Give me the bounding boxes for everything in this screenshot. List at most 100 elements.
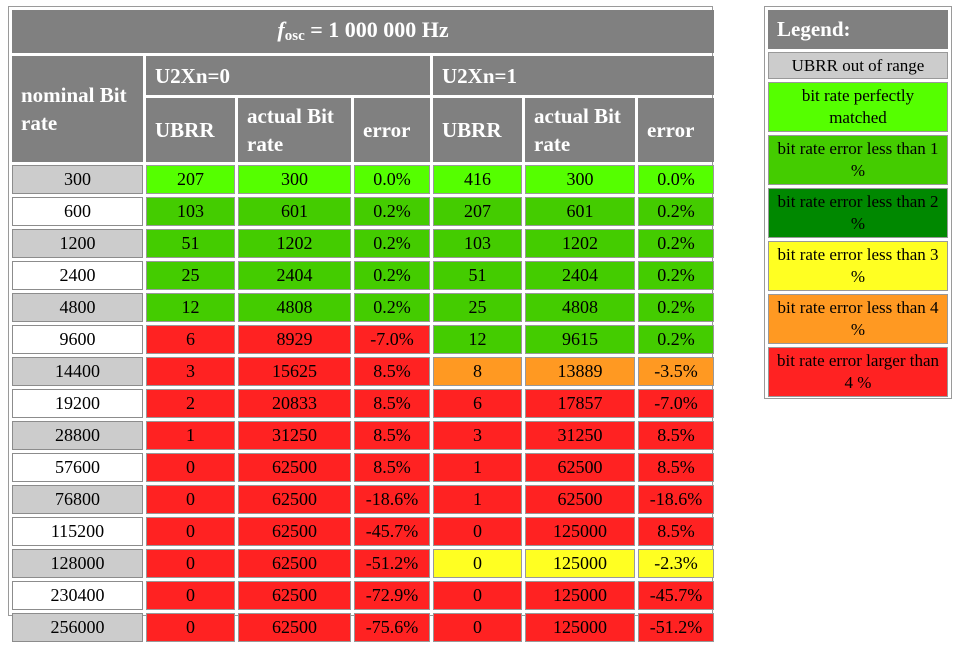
cell-ubrr-u2xn0: 51 [146,229,235,258]
cell-ubrr-u2xn0: 207 [146,165,235,194]
cell-actual-u2xn1: 1202 [525,229,635,258]
cell-ubrr-u2xn0: 103 [146,197,235,226]
cell-error-u2xn0: -75.6% [354,613,430,642]
header-ubrr-1: UBRR [433,98,522,162]
legend-item: UBRR out of range [768,52,948,79]
legend-item: bit rate error less than 3 % [768,241,948,291]
header-error-1: error [638,98,715,162]
cell-actual-u2xn1: 601 [525,197,635,226]
cell-ubrr-u2xn1: 0 [433,517,522,546]
cell-nominal: 128000 [12,549,143,578]
cell-actual-u2xn1: 125000 [525,549,635,578]
cell-ubrr-u2xn1: 1 [433,485,522,514]
cell-error-u2xn0: 8.5% [354,389,430,418]
header-nominal-bit-rate: nominal Bit rate [12,56,143,162]
cell-nominal: 57600 [12,453,143,482]
baud-rate-table-panel: fosc = 1 000 000 Hz nominal Bit rate U2X… [8,6,715,642]
cell-error-u2xn0: 0.0% [354,165,430,194]
cell-nominal: 2400 [12,261,143,290]
cell-actual-u2xn1: 300 [525,165,635,194]
cell-error-u2xn1: 0.2% [638,229,715,258]
header-group-u2xn-0: U2Xn=0 [146,56,430,95]
cell-ubrr-u2xn0: 0 [146,517,235,546]
cell-nominal: 9600 [12,325,143,354]
cell-error-u2xn1: 0.2% [638,325,715,354]
cell-ubrr-u2xn1: 416 [433,165,522,194]
cell-ubrr-u2xn0: 6 [146,325,235,354]
table-body: 300 207 300 0.0% 416 300 0.0% 600 103 601 0.2% 207 6… [12,165,715,642]
cell-actual-u2xn0: 2404 [238,261,351,290]
cell-error-u2xn1: 0.2% [638,197,715,226]
cell-ubrr-u2xn1: 207 [433,197,522,226]
legend-list: UBRR out of range bit rate perfectly matc… [768,52,948,397]
cell-error-u2xn0: -72.9% [354,581,430,610]
cell-ubrr-u2xn1: 3 [433,421,522,450]
cell-nominal: 256000 [12,613,143,642]
table-row: 2400 25 2404 0.2% 51 2404 0.2% [12,261,715,290]
cell-error-u2xn1: -45.7% [638,581,715,610]
cell-error-u2xn1: 8.5% [638,453,715,482]
table-row: 1200 51 1202 0.2% 103 1202 0.2% [12,229,715,258]
cell-error-u2xn1: 0.2% [638,293,715,322]
legend-item: bit rate error larger than 4 % [768,347,948,397]
cell-actual-u2xn0: 8929 [238,325,351,354]
cell-actual-u2xn0: 62500 [238,453,351,482]
cell-error-u2xn1: 8.5% [638,421,715,450]
cell-actual-u2xn0: 1202 [238,229,351,258]
table-row: 128000 0 62500 -51.2% 0 125000 -2.3% [12,549,715,578]
cell-actual-u2xn1: 4808 [525,293,635,322]
cell-ubrr-u2xn1: 0 [433,581,522,610]
table-row: 28800 1 31250 8.5% 3 31250 8.5% [12,421,715,450]
cell-nominal: 600 [12,197,143,226]
table-row: 4800 12 4808 0.2% 25 4808 0.2% [12,293,715,322]
cell-actual-u2xn0: 20833 [238,389,351,418]
cell-actual-u2xn0: 300 [238,165,351,194]
cell-nominal: 1200 [12,229,143,258]
cell-nominal: 230400 [12,581,143,610]
cell-actual-u2xn0: 4808 [238,293,351,322]
cell-actual-u2xn1: 125000 [525,613,635,642]
cell-error-u2xn1: 0.2% [638,261,715,290]
cell-ubrr-u2xn0: 0 [146,549,235,578]
header-group-u2xn-1: U2Xn=1 [433,56,715,95]
cell-actual-u2xn0: 62500 [238,549,351,578]
cell-error-u2xn0: -18.6% [354,485,430,514]
cell-actual-u2xn1: 9615 [525,325,635,354]
cell-error-u2xn1: -2.3% [638,549,715,578]
cell-ubrr-u2xn0: 0 [146,613,235,642]
cell-ubrr-u2xn1: 0 [433,549,522,578]
legend-item: bit rate error less than 2 % [768,188,948,238]
cell-error-u2xn1: -3.5% [638,357,715,386]
cell-actual-u2xn1: 17857 [525,389,635,418]
cell-nominal: 300 [12,165,143,194]
cell-nominal: 76800 [12,485,143,514]
cell-nominal: 4800 [12,293,143,322]
cell-nominal: 28800 [12,421,143,450]
table-title: fosc = 1 000 000 Hz [12,10,715,53]
cell-error-u2xn0: 0.2% [354,261,430,290]
cell-actual-u2xn0: 62500 [238,613,351,642]
table-row: 256000 0 62500 -75.6% 0 125000 -51.2% [12,613,715,642]
legend-panel: Legend: UBRR out of range bit rate perfec… [764,6,952,399]
cell-ubrr-u2xn0: 0 [146,485,235,514]
cell-actual-u2xn1: 31250 [525,421,635,450]
legend-title: Legend: [768,10,948,49]
cell-actual-u2xn0: 31250 [238,421,351,450]
table-row: 57600 0 62500 8.5% 1 62500 8.5% [12,453,715,482]
cell-nominal: 14400 [12,357,143,386]
baud-rate-table: fosc = 1 000 000 Hz nominal Bit rate U2X… [9,7,717,645]
cell-ubrr-u2xn0: 3 [146,357,235,386]
cell-actual-u2xn1: 2404 [525,261,635,290]
legend-item: bit rate error less than 1 % [768,135,948,185]
cell-actual-u2xn0: 601 [238,197,351,226]
cell-error-u2xn0: 8.5% [354,421,430,450]
cell-actual-u2xn0: 15625 [238,357,351,386]
header-ubrr-0: UBRR [146,98,235,162]
legend-table: Legend: UBRR out of range bit rate perfec… [765,7,951,400]
legend-item: bit rate error less than 4 % [768,294,948,344]
cell-ubrr-u2xn0: 0 [146,453,235,482]
cell-actual-u2xn1: 125000 [525,517,635,546]
cell-error-u2xn0: 0.2% [354,293,430,322]
cell-ubrr-u2xn1: 103 [433,229,522,258]
cell-error-u2xn1: 0.0% [638,165,715,194]
